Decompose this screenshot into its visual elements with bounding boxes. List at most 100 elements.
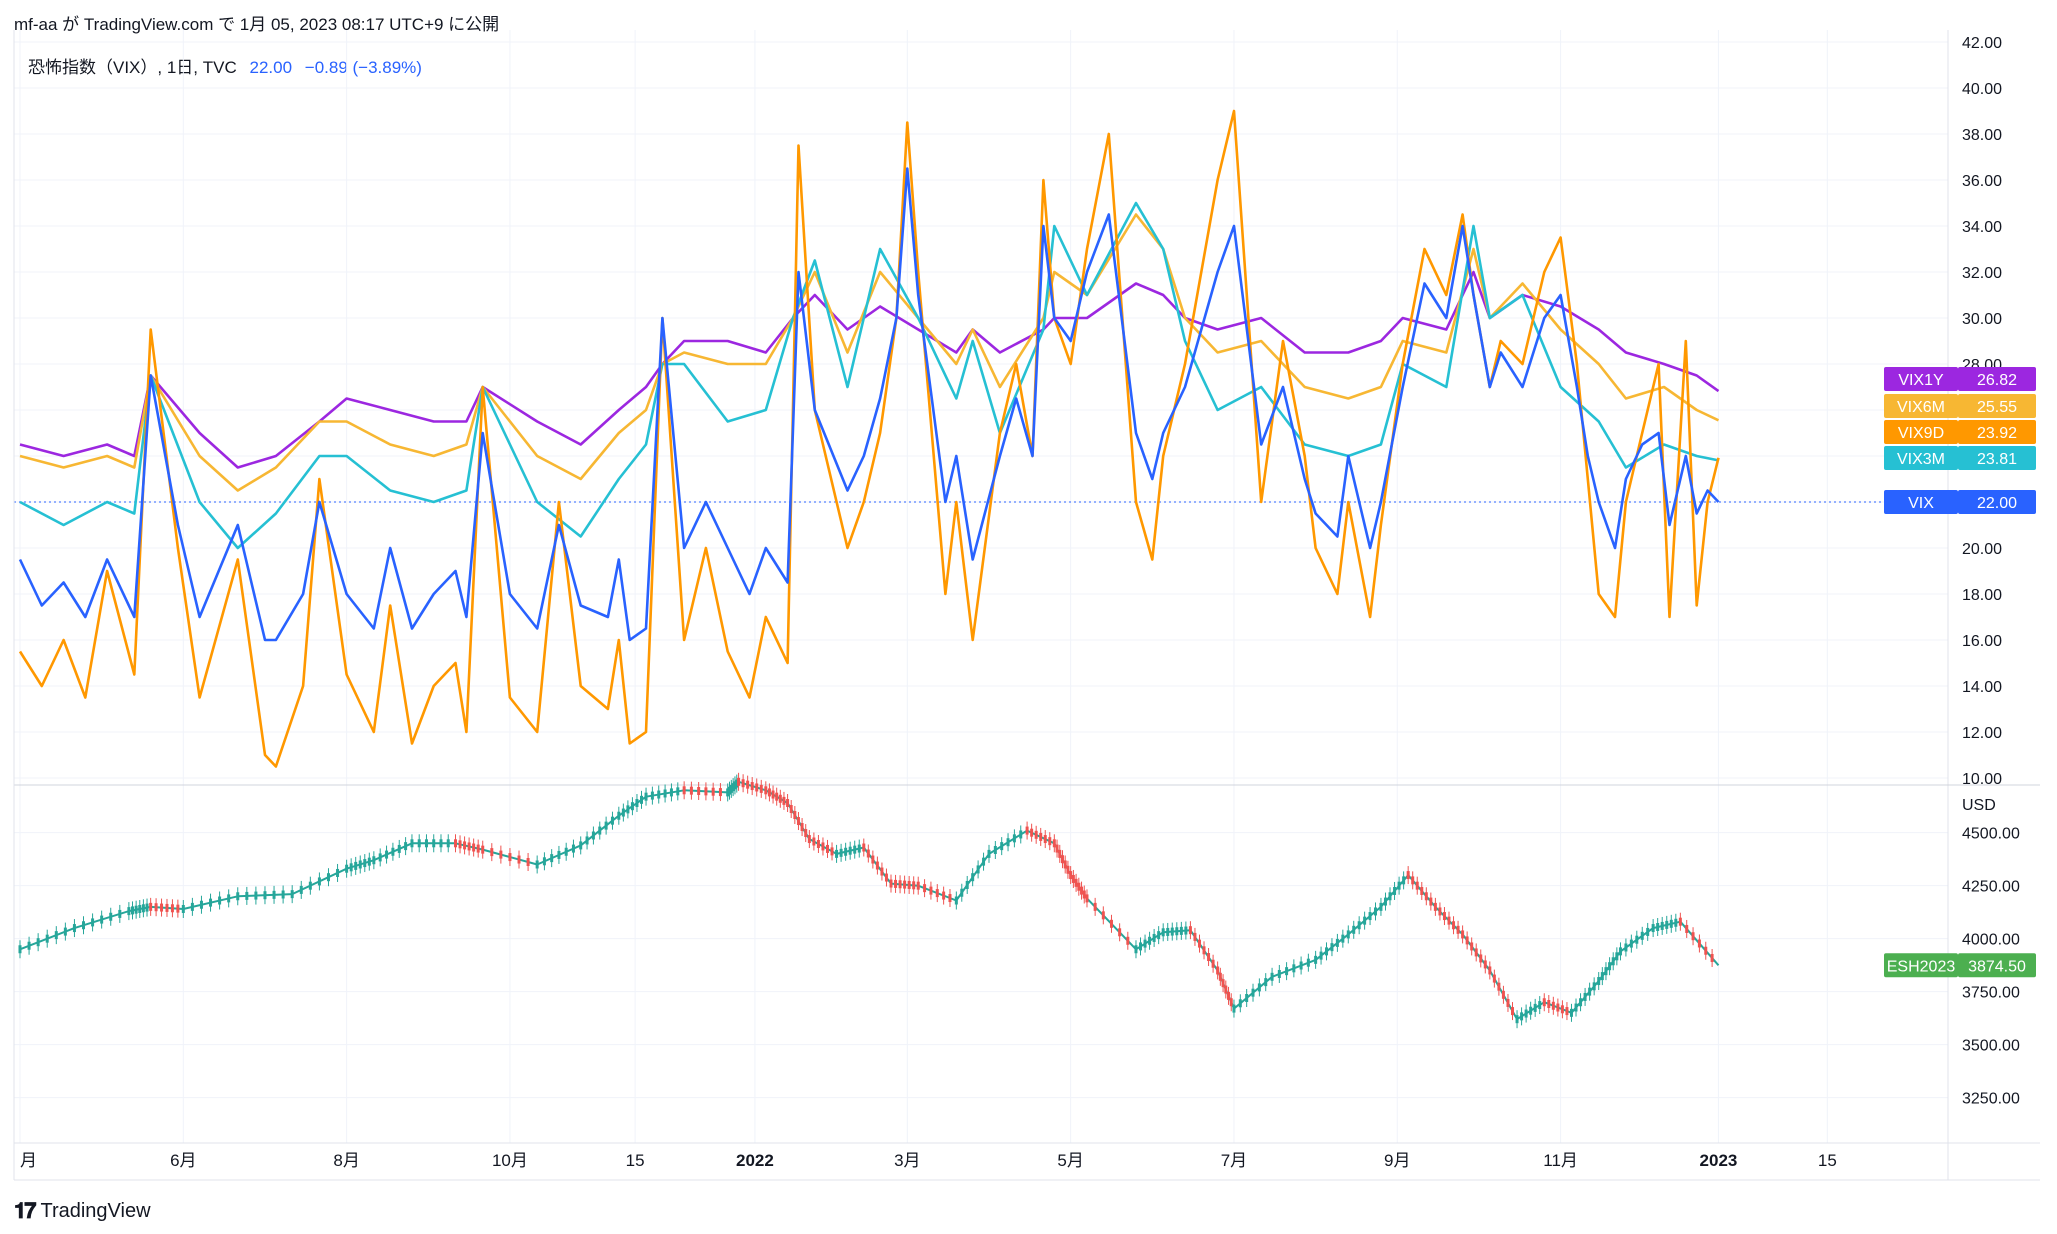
candle-body [1393,886,1397,895]
candle-body [591,831,595,840]
candle-body [1093,902,1097,911]
badge-esh2023-value-badge [1958,953,2036,978]
candle-body [755,783,759,792]
series-line-vix9d [18,109,1720,768]
candle-body [793,811,797,820]
badge-vix-value-label: 22.00 [1977,495,2017,512]
candle-body [1066,865,1070,874]
candle-body [1101,911,1105,920]
badge-vix9d-name-badge [1884,420,1958,444]
candle-body [682,786,686,795]
footer-brand: 𝟏𝟕 TradingView [14,1198,151,1224]
candle-body [63,927,67,936]
candle-body [1157,931,1161,940]
candle-body [1646,927,1650,936]
candle-body [1232,1004,1236,1013]
candle-body [481,845,485,854]
candle-body [1640,931,1644,940]
candle-body [604,821,608,830]
candle-body [476,844,480,853]
candle-body [1207,953,1211,962]
candle-body [880,867,884,876]
candle-body [154,903,158,912]
candle-body [1492,974,1496,983]
candle-body [741,779,745,788]
candle-body [1109,919,1113,928]
candle-body [1429,897,1433,906]
candle-body [1139,942,1143,951]
candle-body [1420,886,1424,895]
y-tick-label: 10.00 [1962,771,2002,788]
candle-body [1069,871,1073,880]
candle-body [1126,936,1130,945]
price-badges: VIX1Y 26.82 VIX6M 25.55 VIX9D 23.92 VIX3M 23.81… [1884,367,2036,978]
badge-esh2023-name-badge [1884,953,1958,978]
candle-body [372,856,376,865]
candle-body [1077,882,1081,891]
candle-body [367,857,371,866]
candle-body [317,877,321,886]
candle-body [432,839,436,848]
candle-body [816,839,820,848]
candle-body [378,853,382,862]
candle-body [263,891,267,900]
badge-vix-name-badge [1884,490,1958,514]
candle-body [825,844,829,853]
candle-body [726,788,730,797]
candle-body [127,907,131,916]
candle-body [866,849,870,858]
y-tick-label: 20.00 [1962,541,2002,558]
candle-body [750,782,754,791]
candle-body [354,861,358,870]
candle-body [610,816,614,825]
candle-body [1058,849,1062,858]
candle-body [993,845,997,854]
candle-body [1048,837,1052,846]
x-tick-label: 11月 [1543,1151,1578,1170]
candle-body [1411,876,1415,885]
candle-body [1175,927,1179,936]
candle-body [467,842,471,851]
candle-body [1656,923,1660,931]
candle-body [165,903,169,912]
y-tick-label: 4500.00 [1962,826,2020,843]
candle-body [564,847,568,856]
candle-body [345,864,349,873]
x-tick-label: 15 [1818,1151,1837,1170]
candle-body [1161,928,1165,937]
symbol-legend: 恐怖指数（VIX）, 1日, TVC 22.00 −0.89 (−3.89%) [28,53,422,78]
candle-body [1678,917,1682,926]
candle-body [27,941,31,950]
candle-body [1597,977,1601,986]
footer-brand-text: TradingView [40,1199,151,1222]
axes: 42.0040.0038.0036.0034.0032.0030.0028.00… [13,30,2040,1181]
candle-body [349,863,353,872]
candle-body [894,879,898,888]
candle-body [804,829,808,838]
y-tick-label: 40.00 [1962,81,2002,98]
candle-body [1277,969,1281,978]
badge-vix9d-value-label: 23.92 [1977,425,2017,442]
y-tick-label: 4250.00 [1962,879,2020,896]
candle-body [1264,978,1268,987]
x-tick-label: 7月 [1221,1151,1247,1170]
series-line-vix3m [19,201,1719,550]
x-tick-label: 15 [626,1151,645,1170]
candle-body [1012,834,1016,843]
candle-body [1685,924,1689,933]
candle-body [1397,881,1401,890]
candle-body [138,904,142,913]
candle-body [1257,983,1261,992]
y-tick-label: 3250.00 [1962,1091,2020,1108]
candle-body [889,879,893,888]
candle-body [976,865,980,874]
candle-body [1224,985,1228,994]
candle-body [884,873,888,882]
badge-vix1y-name-label: VIX1Y [1898,372,1944,389]
candle-body [830,847,834,856]
currency-label: USD [1962,797,1996,814]
legend-symbol: 恐怖指数（VIX）, 1日, TVC [28,58,237,77]
candle-body [227,894,231,903]
badge-vix3m-name-badge [1884,446,1958,470]
